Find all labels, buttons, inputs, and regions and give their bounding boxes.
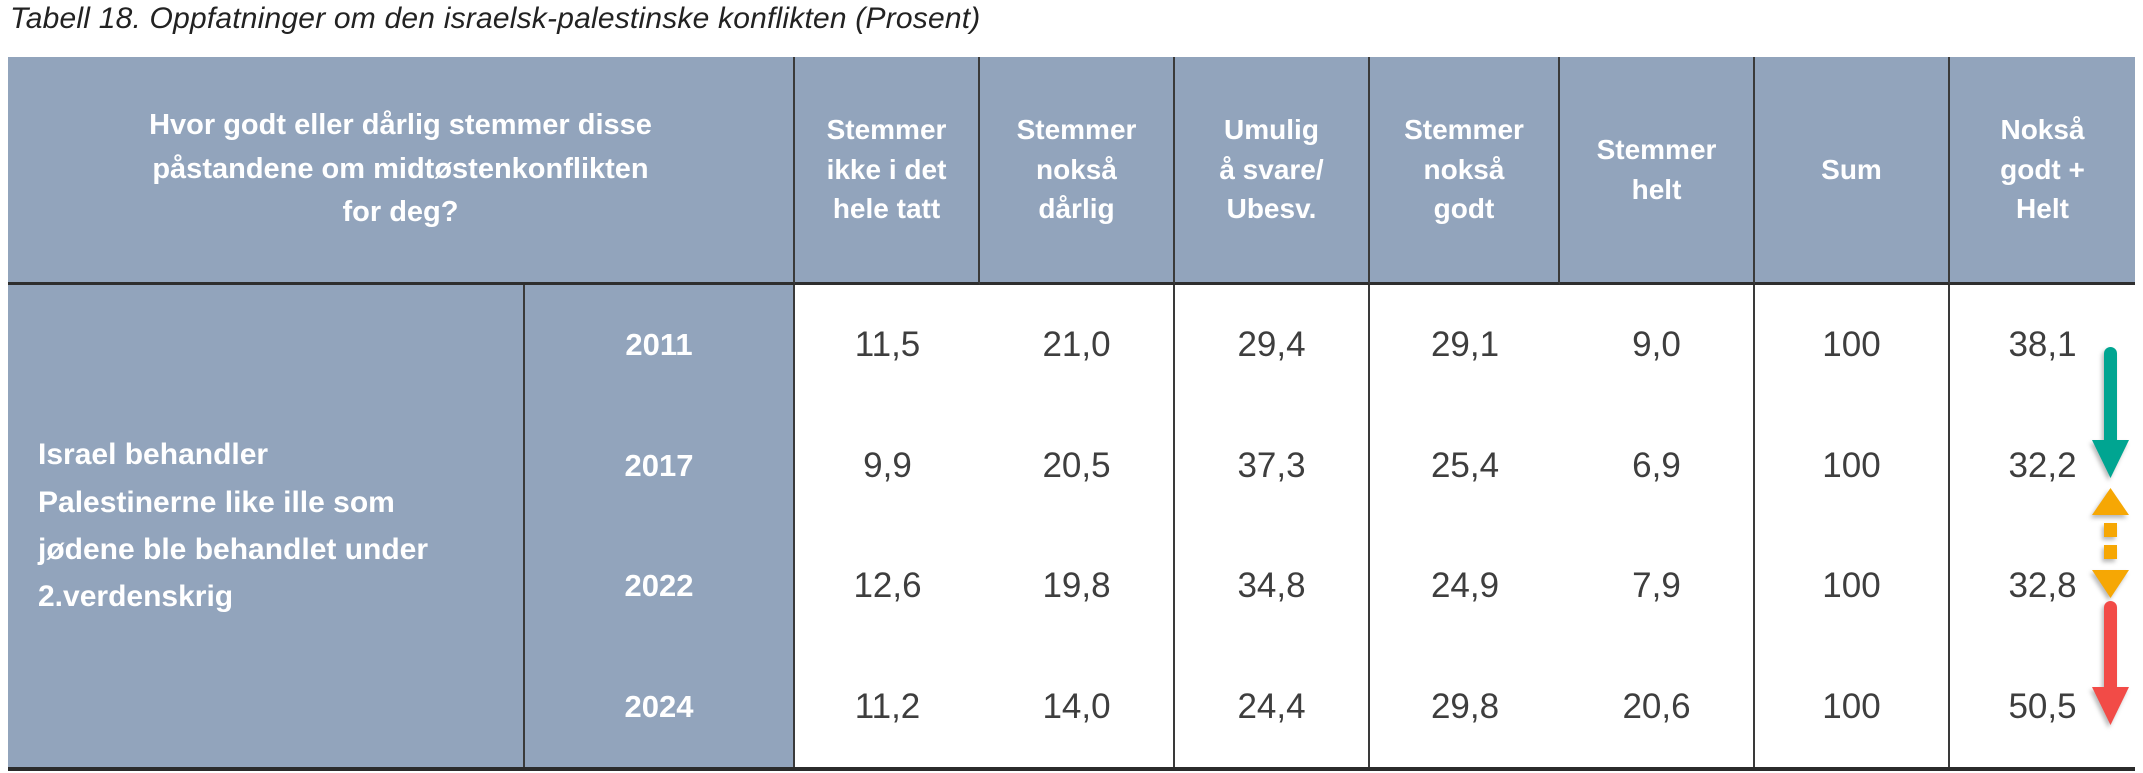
year-label-2011: 2011 xyxy=(525,285,795,406)
data-table: Hvor godt eller dårlig stemmer disse pås… xyxy=(8,57,2135,771)
year-label-2022: 2022 xyxy=(525,526,795,647)
value-cell: 29,8 xyxy=(1370,646,1560,767)
value-cell: 12,6 xyxy=(795,526,980,647)
value-cell: 11,5 xyxy=(795,285,980,406)
col-header-umulig-svare: Umulig å svare/ Ubesv. xyxy=(1175,57,1370,285)
trend-down-arrow-icon xyxy=(2092,347,2129,478)
value-cell: 29,1 xyxy=(1370,285,1560,406)
value-cell: 19,8 xyxy=(980,526,1175,647)
trend-increase-red-arrow-icon xyxy=(2092,601,2129,725)
col-header-stemmer-ikke: Stemmer ikke i det hele tatt xyxy=(795,57,980,285)
value-cell: 38,1 xyxy=(1950,285,2135,406)
year-label-2024: 2024 xyxy=(525,646,795,767)
value-cell: 9,0 xyxy=(1560,285,1755,406)
question-column-header: Hvor godt eller dårlig stemmer disse pås… xyxy=(8,57,795,285)
value-cell: 25,4 xyxy=(1370,405,1560,526)
value-cell: 11,2 xyxy=(795,646,980,767)
col-header-stemmer-helt: Stemmer helt xyxy=(1560,57,1755,285)
value-cell: 100 xyxy=(1755,285,1950,406)
value-cell: 7,9 xyxy=(1560,526,1755,647)
trend-arrows xyxy=(2092,347,2129,732)
value-cell: 6,9 xyxy=(1560,405,1755,526)
value-cell: 20,5 xyxy=(980,405,1175,526)
value-cell: 100 xyxy=(1755,405,1950,526)
value-cell: 100 xyxy=(1755,526,1950,647)
value-cell: 9,9 xyxy=(795,405,980,526)
value-cell: 34,8 xyxy=(1175,526,1370,647)
value-cell: 14,0 xyxy=(980,646,1175,767)
value-cell: 20,6 xyxy=(1560,646,1755,767)
table-title: Tabell 18. Oppfatninger om den israelsk-… xyxy=(10,2,981,35)
statement-label: Israel behandler Palestinerne like ille … xyxy=(8,285,525,767)
col-header-sum: Sum xyxy=(1755,57,1950,285)
value-cell: 24,9 xyxy=(1370,526,1560,647)
year-label-2017: 2017 xyxy=(525,405,795,526)
value-cell: 21,0 xyxy=(980,285,1175,406)
col-header-noksaa-daarlig: Stemmer nokså dårlig xyxy=(980,57,1175,285)
value-cell: 100 xyxy=(1755,646,1950,767)
col-header-noksaa-godt: Stemmer nokså godt xyxy=(1370,57,1560,285)
col-header-noksaa-godt-pluss-helt: Nokså godt + Helt xyxy=(1950,57,2135,285)
value-cell: 37,3 xyxy=(1175,405,1370,526)
value-cell: 24,4 xyxy=(1175,646,1370,767)
value-cell: 29,4 xyxy=(1175,285,1370,406)
trend-stable-dashed-arrow-icon xyxy=(2092,488,2129,598)
